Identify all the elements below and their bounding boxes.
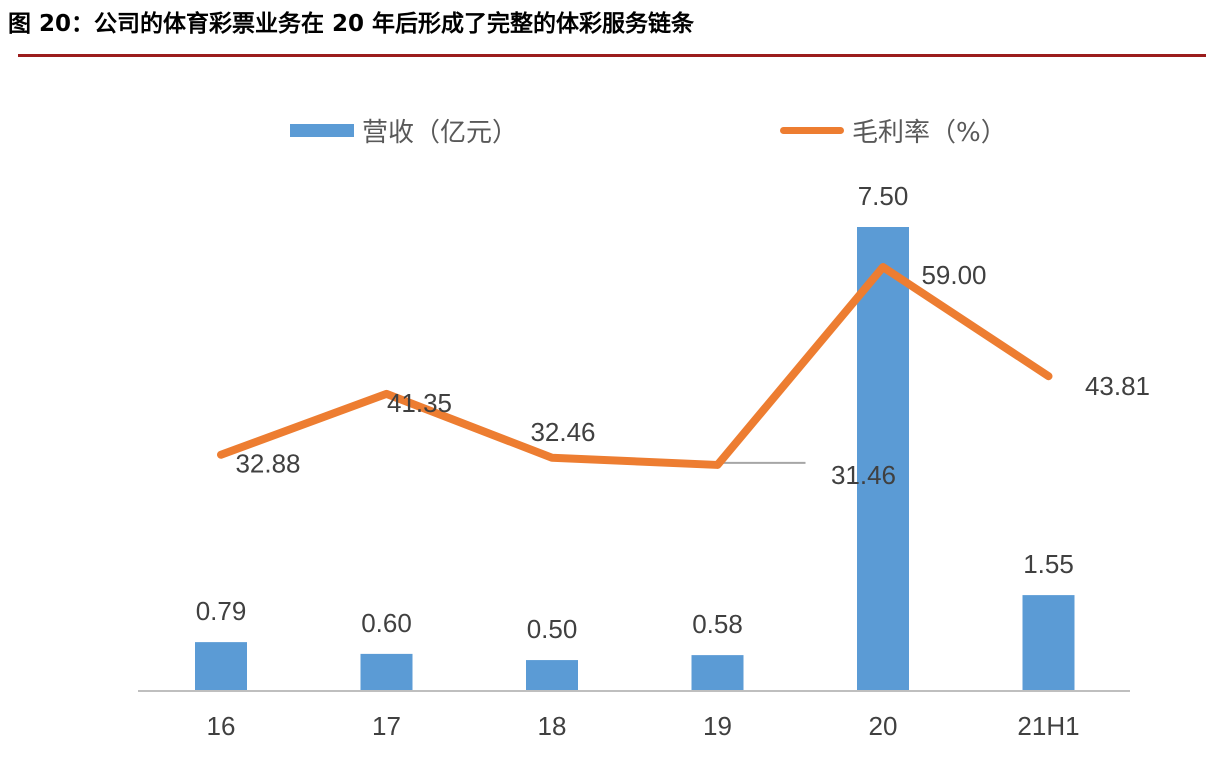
margin-point-19 (717, 464, 718, 466)
figure-title: 图 20：公司的体育彩票业务在 20 年后形成了完整的体彩服务链条 (8, 11, 695, 37)
revenue-bar-label-21H1: 1.55 (1023, 549, 1074, 579)
revenue-bar-20 (857, 227, 909, 691)
margin-point-label-21H1: 43.81 (1085, 371, 1150, 401)
margin-point-label-18: 32.46 (530, 417, 595, 447)
revenue-bar-label-20: 7.50 (858, 181, 909, 211)
revenue-bar-label-19: 0.58 (692, 609, 743, 639)
margin-point-20 (882, 266, 884, 268)
x-tick-label-16: 16 (207, 711, 236, 741)
margin-point-label-17: 41.35 (387, 388, 452, 418)
legend-swatch-revenue (290, 123, 354, 137)
margin-point-18 (551, 457, 553, 459)
margin-point-labels: 32.88 41.35 32.46 31.46 59.00 43.81 (235, 260, 1150, 490)
revenue-bar-17 (360, 653, 413, 691)
revenue-bar-labels: 0.79 0.60 0.50 0.58 7.50 1.55 (196, 181, 1074, 644)
revenue-bar-19 (691, 655, 744, 691)
margin-point-16 (220, 454, 222, 456)
revenue-bar-18 (526, 660, 578, 691)
x-tick-label-17: 17 (372, 711, 401, 741)
margin-line (217, 263, 1053, 469)
margin-point-label-20: 59.00 (921, 260, 986, 290)
legend-item-margin: 毛利率（%） (780, 110, 1007, 150)
revenue-bars (195, 227, 1075, 691)
revenue-bar-label-18: 0.50 (527, 614, 578, 644)
revenue-bar-21H1 (1022, 595, 1075, 691)
x-tick-label-21H1: 21H1 (1017, 711, 1079, 741)
legend-item-revenue: 营收（亿元） (290, 110, 518, 150)
margin-point-label-19: 31.46 (831, 460, 896, 490)
legend-label-margin: 毛利率（%） (852, 117, 1007, 148)
margin-point-label-16: 32.88 (235, 449, 300, 479)
x-tick-label-19: 19 (703, 711, 732, 741)
revenue-bar-label-17: 0.60 (361, 608, 412, 638)
revenue-bar-16 (195, 642, 247, 691)
title-rule (18, 54, 1206, 57)
legend-label-revenue: 营收（亿元） (362, 117, 519, 148)
revenue-bar-label-16: 0.79 (196, 596, 247, 626)
x-tick-label-18: 18 (538, 711, 567, 741)
x-axis-tick-labels: 16 17 18 19 20 21H1 (207, 711, 1080, 741)
margin-point-21H1 (1048, 375, 1049, 377)
x-tick-label-20: 20 (869, 711, 898, 741)
legend-swatch-margin (780, 126, 844, 134)
margin-line-series (217, 263, 1053, 469)
margin-point-17 (386, 393, 387, 395)
